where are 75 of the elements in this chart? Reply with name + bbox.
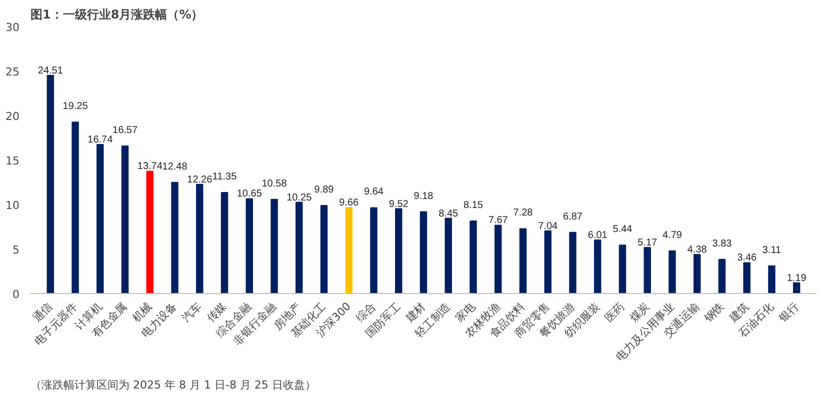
bar	[792, 282, 800, 294]
y-tick-label: 25	[6, 66, 20, 78]
bar	[718, 258, 726, 294]
data-label: 3.83	[712, 238, 732, 250]
bar	[320, 204, 328, 294]
data-label: 11.35	[212, 171, 238, 182]
y-tick-label: 20	[6, 110, 20, 123]
data-label: 10.58	[262, 178, 288, 190]
data-label: 9.52	[388, 198, 409, 210]
bar	[444, 218, 452, 294]
bar	[146, 170, 154, 294]
bar	[370, 207, 378, 294]
bar	[544, 230, 552, 294]
bar	[644, 246, 651, 294]
y-tick-label: 10	[6, 199, 20, 212]
bar	[96, 144, 104, 294]
bar	[395, 208, 402, 294]
bar	[668, 250, 676, 294]
chart-title: 图1：一级行业8月涨跌幅（%）	[30, 8, 204, 22]
x-tick-label: 医药	[602, 300, 628, 325]
data-label: 9.66	[339, 198, 360, 209]
bar	[270, 198, 278, 294]
bar	[694, 254, 701, 294]
x-tick-label: 银行	[776, 300, 802, 326]
bar	[768, 265, 776, 294]
bar	[246, 198, 253, 294]
data-label: 4.38	[687, 244, 708, 256]
data-label: 3.46	[737, 252, 758, 264]
data-label: 9.64	[364, 186, 384, 198]
data-label: 1.19	[786, 272, 807, 284]
data-label: 5.17	[638, 237, 658, 248]
y-tick-label: 30	[6, 21, 20, 34]
data-label: 10.65	[236, 188, 262, 200]
data-label: 6.01	[588, 230, 608, 242]
bar	[519, 228, 527, 294]
data-label: 6.87	[563, 211, 583, 222]
data-label: 8.15	[464, 200, 484, 211]
bar	[618, 244, 626, 294]
bar	[171, 182, 178, 294]
bar	[196, 184, 204, 294]
bar	[420, 211, 428, 294]
data-label: 12.26	[187, 174, 213, 186]
x-tick-label: 汽车	[179, 300, 204, 325]
bar	[46, 74, 54, 294]
data-label: 16.74	[88, 134, 114, 146]
data-label: 9.89	[314, 184, 334, 196]
bar	[494, 224, 502, 294]
data-label: 4.79	[662, 230, 682, 241]
bar	[569, 232, 576, 294]
text: （涨跌幅计算区间为 2025 年 8 月 1 日-8 月 25 日收盘）	[30, 378, 316, 392]
data-label: 7.04	[538, 220, 558, 232]
data-label: 19.25	[62, 101, 88, 112]
bar	[470, 220, 477, 294]
y-tick-label: 5	[12, 244, 20, 256]
data-label: 5.44	[612, 224, 633, 236]
data-label: 8.45	[438, 208, 459, 220]
bar	[220, 192, 228, 294]
x-tick-label: 钢铁	[701, 300, 727, 326]
data-label: 16.57	[112, 125, 138, 136]
data-label: 13.74	[137, 161, 163, 172]
bar	[594, 240, 602, 294]
bar	[743, 262, 750, 294]
bar	[72, 122, 79, 294]
data-label: 3.11	[762, 244, 782, 256]
data-label: 7.28	[513, 208, 534, 219]
data-label: 9.18	[414, 190, 434, 202]
bar	[345, 207, 352, 294]
data-label: 7.67	[488, 215, 508, 226]
y-tick-label: 15	[6, 154, 20, 168]
data-label: 10.25	[286, 192, 312, 204]
y-tick-label: 0	[12, 288, 20, 301]
data-label: 12.48	[162, 161, 188, 172]
bar	[296, 202, 303, 294]
bar	[121, 146, 129, 294]
data-label: 24.51	[38, 65, 64, 76]
